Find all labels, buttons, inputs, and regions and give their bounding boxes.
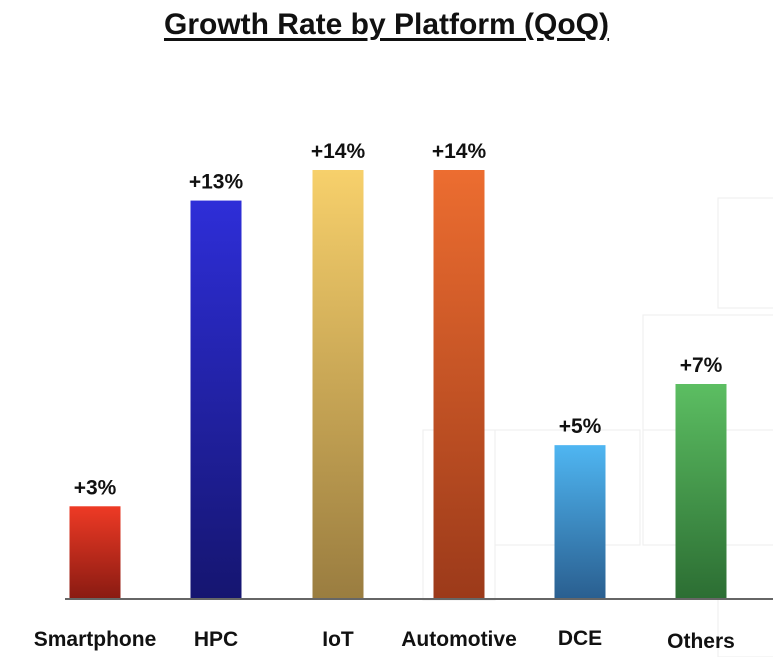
- data-label-others: +7%: [680, 354, 723, 377]
- bar-smartphone: [69, 506, 121, 598]
- bar-series: [69, 170, 727, 599]
- category-label-iot: IoT: [322, 628, 354, 651]
- category-label-others: Others: [667, 630, 735, 653]
- data-label-smartphone: +3%: [74, 476, 117, 499]
- x-axis-tick-labels: Smartphone HPC IoT Automotive DCE Others: [34, 627, 735, 653]
- bar-dce: [554, 445, 606, 598]
- data-label-automotive: +14%: [432, 140, 487, 163]
- category-label-automotive: Automotive: [401, 628, 517, 651]
- bar-automotive: [433, 170, 485, 598]
- data-labels: +3% +13% +14% +14% +5% +7%: [74, 140, 723, 499]
- bar-iot: [312, 170, 364, 598]
- bar-others: [675, 384, 727, 598]
- data-label-hpc: +13%: [189, 171, 244, 194]
- category-label-hpc: HPC: [194, 628, 238, 651]
- chart-title: Growth Rate by Platform (QoQ): [163, 8, 610, 41]
- category-label-smartphone: Smartphone: [34, 628, 157, 651]
- data-label-dce: +5%: [559, 415, 602, 438]
- bar-hpc: [190, 200, 242, 599]
- data-label-iot: +14%: [311, 140, 366, 163]
- category-label-dce: DCE: [558, 627, 602, 650]
